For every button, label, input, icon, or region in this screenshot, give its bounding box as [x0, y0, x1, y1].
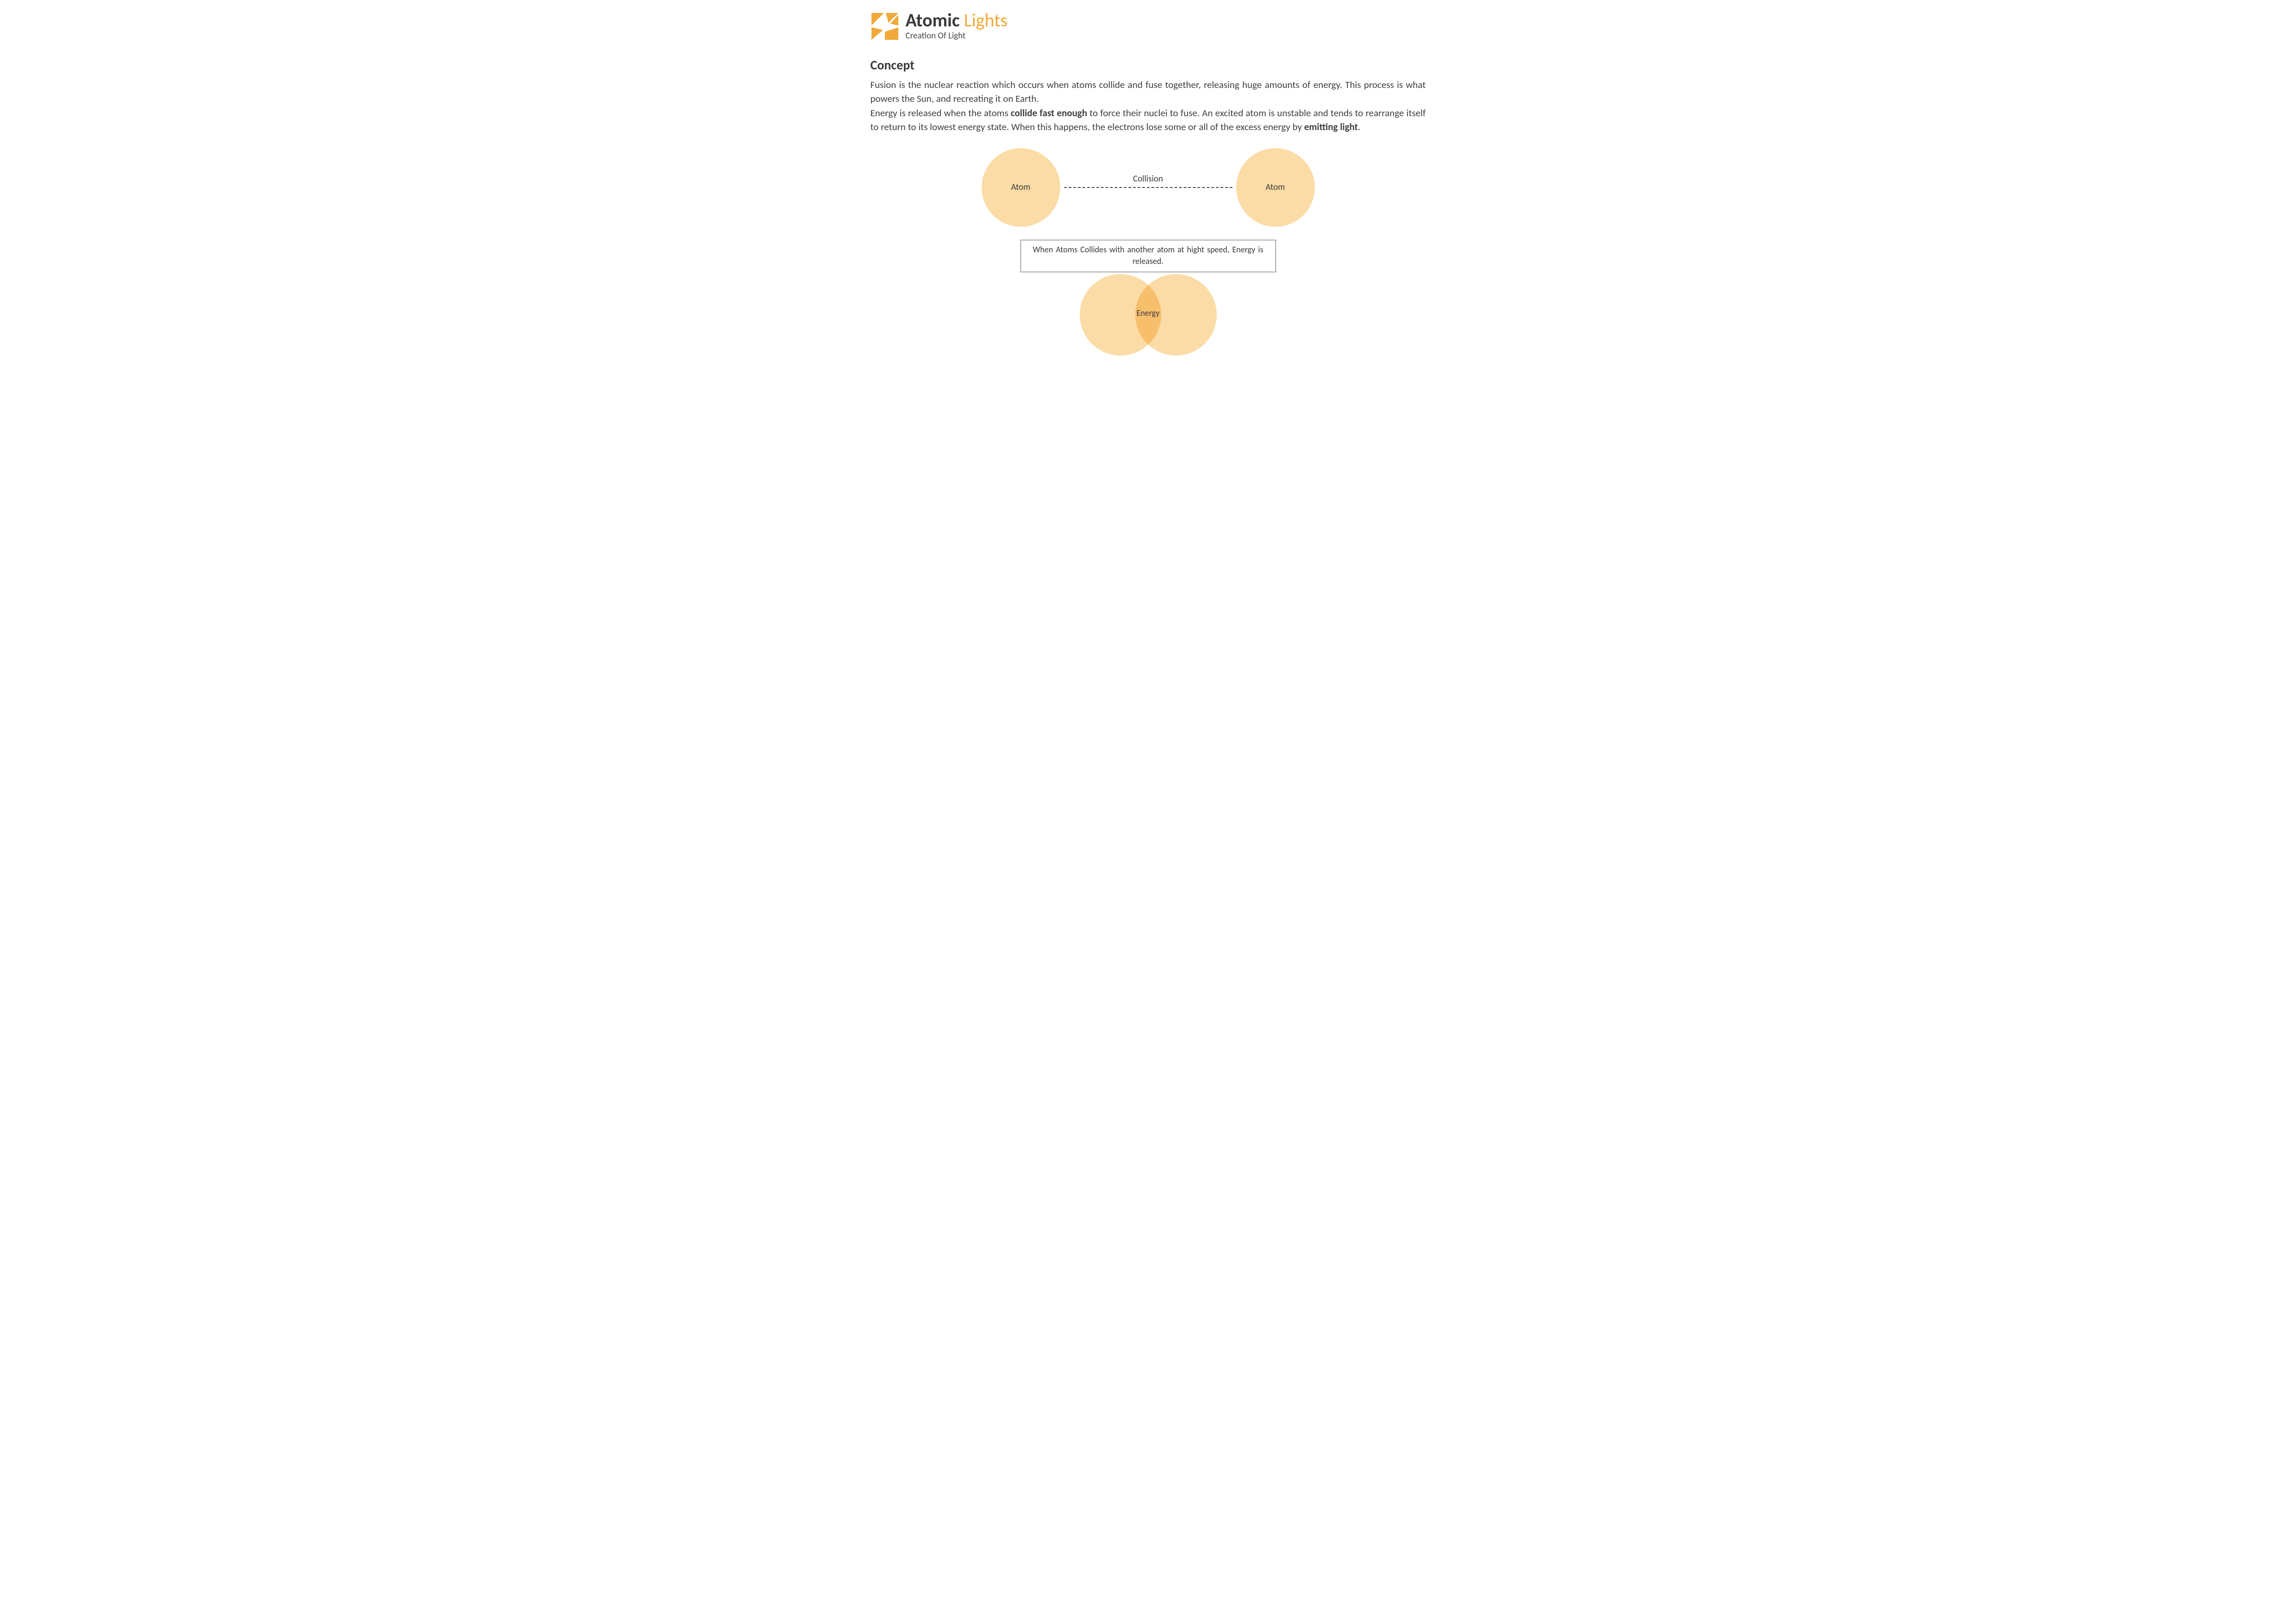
fusion-diagram: Atom Atom Collision When Atoms Collides … [982, 148, 1315, 370]
text-bold: collide fast enough [1011, 107, 1087, 119]
brand-title: Atomic Lights [906, 11, 1008, 30]
logo-shard [871, 12, 884, 25]
brand-subtitle: Creation Of Light [906, 31, 1008, 41]
logo-icon [871, 12, 899, 41]
atom-right-circle: Atom [1236, 148, 1315, 227]
collision-label: Collision [982, 174, 1315, 184]
brand-title-word-1: Atomic [906, 9, 960, 31]
section-heading: Concept [871, 57, 1426, 73]
text-run: Fusion is the nuclear reaction which occ… [871, 79, 1426, 105]
energy-label: Energy [1080, 308, 1217, 318]
logo-shard [871, 27, 883, 39]
brand-title-word-2: Lights [964, 9, 1008, 31]
text-run: Energy is released when the atoms [871, 107, 1011, 119]
concept-paragraph: Fusion is the nuclear reaction which occ… [871, 78, 1426, 134]
atoms-merged: Energy [1080, 274, 1217, 356]
logo-shard [885, 27, 898, 39]
diagram-caption-box: When Atoms Collides with another atom at… [1020, 240, 1276, 272]
text-run: . [1358, 121, 1360, 133]
diagram-caption-text: When Atoms Collides with another atom at… [1033, 244, 1263, 266]
text-bold: emitting light [1304, 121, 1358, 133]
atom-left-circle: Atom [982, 148, 1060, 227]
collision-dashed-line [1064, 187, 1232, 188]
brand-header: Atomic Lights Creation Of Light [871, 11, 1426, 41]
